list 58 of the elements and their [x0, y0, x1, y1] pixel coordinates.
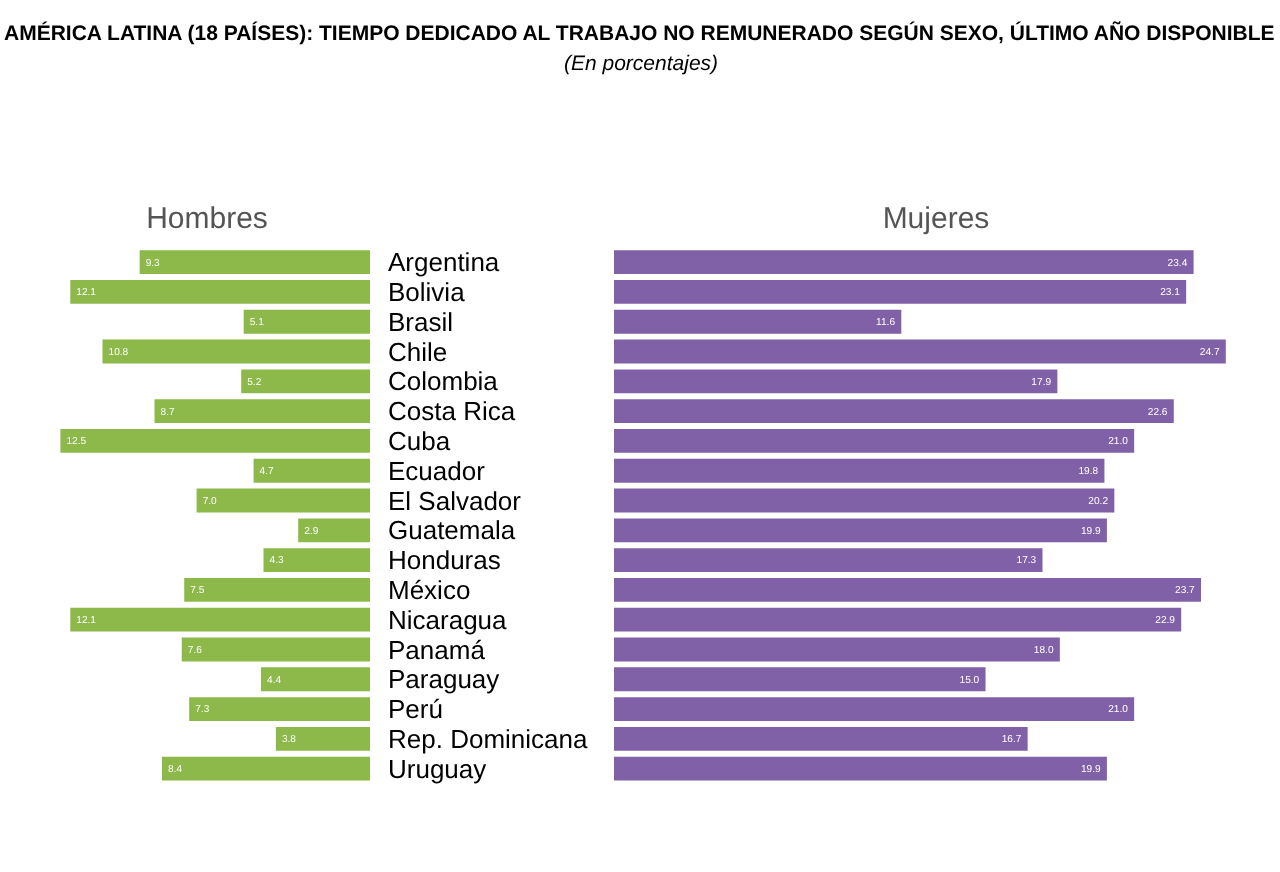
bar	[241, 369, 370, 394]
y-tick-label: Costa Rica	[388, 396, 517, 427]
bar	[154, 399, 370, 424]
bar	[614, 548, 1043, 573]
bar	[196, 488, 370, 513]
y-tick-label: Honduras	[388, 545, 502, 576]
y-tick-label: Chile	[388, 336, 448, 367]
bar	[614, 607, 1182, 632]
y-tick-label: Panamá	[388, 634, 487, 665]
bar	[184, 577, 370, 602]
bar	[614, 726, 1028, 751]
text: AMÉRICA LATINA (18 PAÍSES): TIEMPO DEDICADO AL TRABAJO NO REMUNERADO SEGÚN SEXO, ÚLTIMO AÑO DISPONIBLE	[4, 20, 1275, 46]
bar	[614, 250, 1194, 275]
x-axis-title: Mujeres	[882, 201, 990, 236]
y-tick-label: Cuba	[388, 426, 452, 457]
bar	[263, 548, 370, 573]
bar	[614, 429, 1135, 453]
bar	[614, 518, 1107, 543]
bar	[253, 458, 370, 483]
text: (En porcentajes)	[564, 52, 719, 76]
y-tick-label: México	[388, 575, 471, 605]
y-tick-label: Uruguay	[388, 753, 488, 784]
bar	[70, 280, 370, 304]
bar	[261, 667, 370, 692]
bar	[614, 339, 1226, 364]
x-axis-title: Hombres	[146, 201, 268, 236]
y-tick-label: Colombia	[388, 366, 500, 397]
y-tick-label: Perú	[388, 694, 443, 725]
bar	[102, 339, 370, 364]
bar	[161, 756, 370, 781]
bar	[614, 697, 1135, 721]
y-tick-label: Guatemala	[388, 515, 517, 546]
bar	[139, 250, 370, 275]
bar	[614, 399, 1174, 424]
bar	[275, 726, 370, 751]
bar	[614, 458, 1105, 483]
bar	[614, 667, 986, 692]
bar	[181, 637, 370, 662]
bar	[189, 697, 370, 721]
bar	[614, 637, 1060, 662]
y-tick-label: Nicaragua	[388, 604, 509, 635]
bar	[614, 577, 1202, 602]
y-tick-label: Rep. Dominicana	[388, 723, 589, 754]
bar	[60, 429, 370, 453]
y-tick-label: El Salvador	[388, 485, 523, 516]
y-tick-label: Paraguay	[388, 664, 501, 695]
bar	[614, 488, 1115, 513]
y-tick-label: Argentina	[388, 247, 501, 278]
bar	[298, 518, 370, 543]
bar	[70, 607, 370, 632]
bar	[614, 369, 1058, 394]
bar	[614, 309, 902, 334]
bar	[614, 280, 1187, 304]
y-tick-label: Ecuador	[388, 455, 487, 486]
y-tick-label: Bolivia	[388, 277, 467, 308]
y-tick-label: Brasil	[388, 306, 454, 337]
bar	[614, 756, 1107, 781]
bar	[243, 309, 370, 334]
